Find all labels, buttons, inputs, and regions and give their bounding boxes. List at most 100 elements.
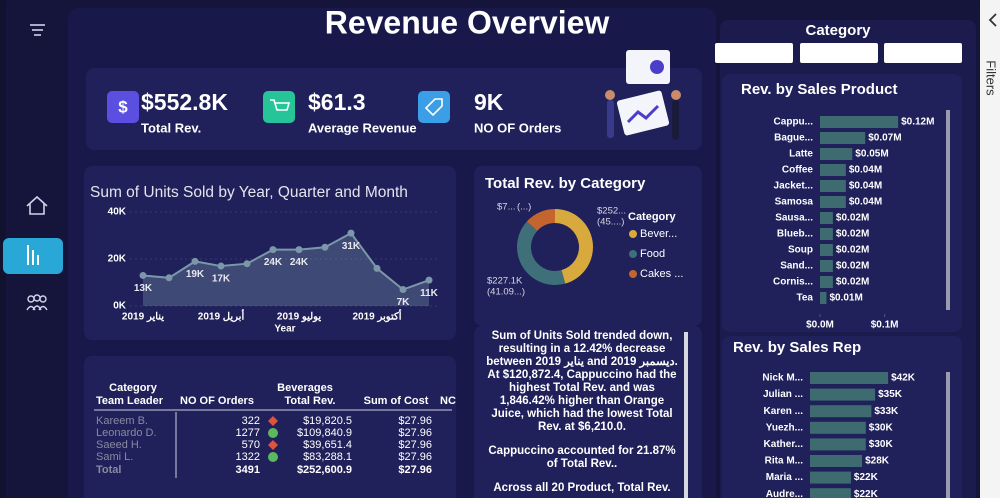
column-header: Team Leader <box>96 395 164 407</box>
y-tick-label: Sausa... <box>775 213 813 224</box>
bar <box>810 471 851 484</box>
x-tick-label: $0.0M <box>806 320 834 331</box>
y-tick-label: Julian ... <box>763 389 803 400</box>
table-cell: Leonardo D. <box>96 427 157 439</box>
y-tick-label: 40K <box>108 207 127 218</box>
kpi-icon <box>263 91 295 123</box>
line-area <box>143 233 429 306</box>
y-tick-label: Samosa <box>775 197 814 208</box>
data-label: $0.04M <box>849 181 882 192</box>
table-cell: $27.96 <box>398 427 432 439</box>
data-label: $0.02M <box>836 245 869 256</box>
y-tick-label: Soup <box>788 245 813 256</box>
point <box>321 243 329 251</box>
narrative-paragraph: Across all 20 Product, Total Rev. <box>493 482 671 494</box>
data-label: $0.02M <box>836 261 869 272</box>
legend-title: Category <box>628 211 677 223</box>
data-label: $0.02M <box>836 277 869 288</box>
y-tick-label: Bague... <box>774 133 813 144</box>
legend-swatch <box>629 230 637 238</box>
donut-slice <box>517 221 566 285</box>
line <box>142 231 430 291</box>
y-tick-label: Cappu... <box>774 117 814 128</box>
bar <box>820 164 846 176</box>
table-cell: Saeed H. <box>96 439 142 451</box>
data-label: $7... <box>497 202 516 213</box>
point <box>139 271 147 279</box>
column-header: NC <box>440 395 456 407</box>
y-tick-label: 20K <box>108 254 127 265</box>
data-label: 31K <box>342 241 361 252</box>
collapse-icon[interactable] <box>988 13 997 27</box>
kpi-value: 9K <box>474 89 504 115</box>
kpi-icon <box>418 91 450 123</box>
legend-swatch <box>629 250 637 258</box>
y-tick-label: Sand... <box>780 261 813 272</box>
y-tick-label: 0K <box>113 301 127 312</box>
table-total: 3491 <box>236 464 260 476</box>
bar <box>810 455 863 467</box>
kpi-value: $61.3 <box>308 89 366 115</box>
y-tick-label: Coffee <box>782 165 814 176</box>
column-group: Beverages <box>277 382 333 394</box>
data-label: $0.04M <box>849 197 882 208</box>
data-label: $42K <box>891 373 916 384</box>
data-label: $252... <box>597 206 626 217</box>
data-label: $22K <box>854 472 879 483</box>
point <box>399 286 407 294</box>
table-panel <box>84 356 456 498</box>
table-cell: $109,840.9 <box>297 427 352 439</box>
point <box>243 260 251 268</box>
table-total: $252,600.9 <box>297 464 352 476</box>
legend-label: Food <box>640 248 665 260</box>
slicer-box[interactable] <box>715 43 793 63</box>
data-label: $28K <box>865 456 890 467</box>
report-icon <box>27 245 39 265</box>
illustration <box>605 50 681 140</box>
table-cell: $83,288.1 <box>303 451 352 463</box>
bar <box>810 488 851 498</box>
kpi-icon <box>107 91 139 123</box>
point <box>373 264 381 272</box>
bar <box>820 116 899 128</box>
table-cell: $27.96 <box>398 439 432 451</box>
kpi-label: Total Rev. <box>141 120 201 135</box>
bar <box>820 212 833 224</box>
point <box>269 246 277 254</box>
status-icon <box>268 428 278 438</box>
data-label: $30K <box>869 422 894 433</box>
page-title: Revenue Overview <box>325 4 610 40</box>
slicer-box[interactable] <box>884 43 962 63</box>
data-label: $30K <box>869 439 894 450</box>
nav <box>26 24 48 215</box>
data-label: 7K <box>397 297 411 308</box>
y-tick-label: Cornis... <box>773 277 813 288</box>
slicer-box[interactable] <box>800 43 878 63</box>
legend-swatch <box>629 270 637 278</box>
point <box>165 274 173 282</box>
y-tick-label: Latte <box>789 149 813 160</box>
legend-label: Bever... <box>640 228 677 240</box>
kpi-label: Average Revenue <box>308 120 417 135</box>
home-icon[interactable] <box>26 195 48 215</box>
filters-pane[interactable] <box>980 0 1000 498</box>
data-label: $33K <box>874 406 899 417</box>
status-icon <box>268 452 278 462</box>
percent-label: (41.09...) <box>487 287 525 298</box>
chart-title: Sum of Units Sold by Year, Quarter and M… <box>90 184 408 201</box>
data-label: 24K <box>264 257 283 268</box>
table-cell: $19,820.5 <box>303 415 352 427</box>
bar <box>810 421 866 434</box>
bar <box>820 292 827 304</box>
table-cell: $27.96 <box>398 451 432 463</box>
x-tick-label: 2019 أبريل <box>198 310 245 323</box>
people-icon[interactable] <box>26 294 48 311</box>
y-tick-label: Jacket... <box>774 181 814 192</box>
line-panel <box>84 166 456 340</box>
bar <box>820 180 846 192</box>
table-cell: $27.96 <box>398 415 432 427</box>
chart-title: Total Rev. by Category <box>485 175 646 192</box>
y-tick-label: Yuezh... <box>766 422 803 433</box>
data-label: $0.07M <box>868 133 901 144</box>
